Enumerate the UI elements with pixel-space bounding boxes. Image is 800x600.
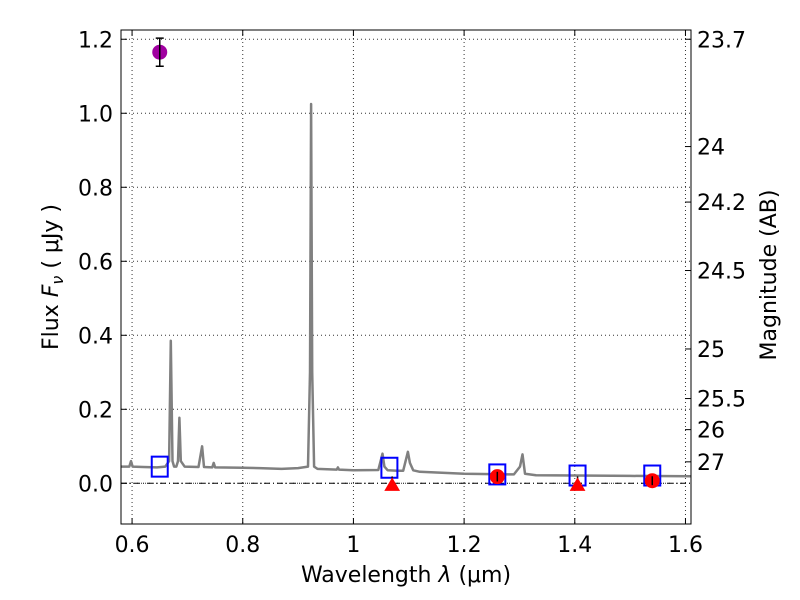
y-tick-label: 0.0	[78, 472, 113, 497]
x-tick-label: 1.6	[668, 533, 703, 558]
upper-limit-marker	[569, 477, 586, 491]
synthetic-photometry-marker	[150, 455, 169, 478]
x-tick-label: 0.8	[225, 533, 260, 558]
x-tick-label: 1.2	[447, 533, 482, 558]
y-axis-label: Flux Fν ( μJy )	[39, 204, 67, 350]
x-tick-label: 0.6	[115, 533, 150, 558]
y-tick-label: 0.2	[78, 398, 113, 423]
x-tick-label: 1.4	[557, 533, 592, 558]
y-tick-label: 1.2	[78, 28, 113, 53]
y-tick-label: 1.0	[78, 102, 113, 127]
x-tick-label: 1	[346, 533, 360, 558]
model-spectrum	[121, 102, 692, 478]
synthetic-photometry-marker	[380, 456, 399, 479]
right-y-tick-label: 25	[697, 338, 725, 363]
right-y-tick-label: 24	[697, 136, 725, 161]
plot-frame	[120, 29, 692, 525]
y-tick-label: 0.4	[78, 324, 113, 349]
y-tick-label: 0.8	[78, 176, 113, 201]
right-y-tick-label: 23.7	[697, 28, 746, 53]
photometry-markers	[150, 37, 662, 491]
axis-ticks: 0.6 0.8 1 1.2 1.4 1.6 0.0 0.2 0.4 0.6 0.8 1.0 1.2 23.…	[78, 28, 746, 558]
spectrum-line	[121, 102, 692, 478]
x-axis-label: Wavelength λ (μm)	[301, 563, 511, 588]
right-y-tick-label: 24.5	[697, 260, 746, 285]
right-y-tick-label: 26	[697, 419, 725, 444]
grid	[121, 30, 691, 524]
right-y-tick-label: 25.5	[697, 388, 746, 413]
synthetic-photometry-marker	[488, 463, 507, 486]
right-y-tick-label: 27	[697, 451, 725, 476]
upper-limit-marker	[384, 477, 401, 491]
right-y-axis-label: Magnitude (AB)	[757, 190, 782, 361]
right-y-tick-label: 24.2	[697, 191, 746, 216]
y-tick-label: 0.6	[78, 250, 113, 275]
